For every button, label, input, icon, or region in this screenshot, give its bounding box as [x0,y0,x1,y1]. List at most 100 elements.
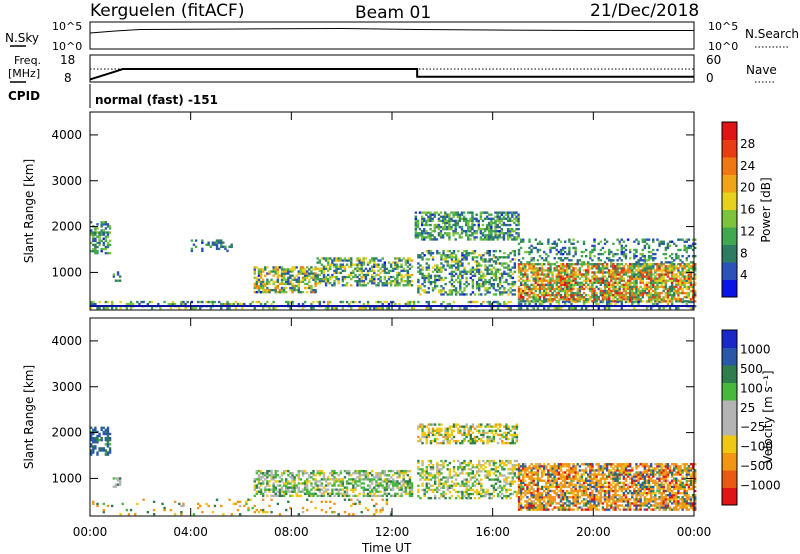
power-colorbar-segment [722,139,737,158]
velocity-cell [469,429,472,432]
velocity-cell [291,490,294,493]
power-cell [649,291,653,295]
velocity-cell [505,482,508,485]
velocity-cell [477,496,481,500]
power-cell [420,234,424,237]
power-cell [647,285,651,289]
power-cell [106,243,110,247]
velocity-cell [446,480,449,483]
power-cell [429,223,432,227]
power-cell [557,277,561,280]
velocity-cell [484,431,487,435]
power-cell [318,277,321,281]
power-cell [412,302,416,306]
power-cell [534,273,538,276]
velocity-cell [318,474,321,477]
power-cell [477,276,481,280]
power-colorbar-segment [722,157,737,175]
velocity-cell [515,463,519,467]
power-cell [358,257,361,260]
power-cell [662,277,665,280]
velocity-cell [496,494,500,498]
power-cell [354,300,357,304]
power-cell [509,274,512,278]
power-cell [673,287,676,291]
velocity-cell [320,482,324,485]
power-cell [442,300,445,304]
power-cell [477,282,481,286]
velocity-cell [477,490,481,494]
power-cell [538,277,542,280]
velocity-cell [517,469,521,472]
velocity-cell [475,425,479,428]
velocity-cell [473,435,477,439]
power-cell [584,275,588,278]
velocity-cell [513,441,517,445]
power-cell [163,300,166,304]
power-cell [320,277,324,281]
velocity-cell [433,480,437,483]
power-cell [345,263,349,266]
power-cell [234,307,238,310]
velocity-cell [394,484,397,487]
velocity-cell [465,488,468,492]
power-cell [350,265,353,268]
power-cell [511,282,514,286]
power-cell [503,287,506,290]
power-cell [668,271,672,274]
power-cell [660,279,663,282]
velocity-cell [389,494,393,498]
power-cell [431,280,435,284]
power-cell [505,256,508,259]
power-cell [454,230,457,233]
power-cell [461,293,464,296]
velocity-cell [444,496,447,500]
power-cell [96,223,99,226]
velocity-cell [431,488,435,492]
power-cell [347,273,351,277]
power-cell [654,300,657,303]
velocity-cell [517,491,521,495]
power-cell [347,265,351,268]
power-cell [658,269,661,272]
power-cell [635,261,638,264]
power-cell [410,300,414,304]
power-cell [603,267,607,270]
power-cell [555,293,558,297]
power-cell [116,271,120,274]
power-cell [664,257,668,260]
power-cell [343,277,347,281]
power-cell [335,271,338,275]
velocity-cell [114,477,118,480]
power-cell [469,268,472,271]
velocity-cell [331,490,334,493]
power-cell [293,276,296,279]
power-cell [425,213,428,216]
power-cell [500,236,504,239]
velocity-cell [465,425,468,428]
power-cell [396,277,399,281]
power-cell [509,236,512,239]
power-cell [333,307,336,310]
power-cell [660,300,663,304]
velocity-cell [450,425,454,428]
velocity-cell [94,445,97,448]
velocity-cell [469,496,472,500]
power-cell [649,281,653,284]
power-cell [626,279,630,282]
velocity-cell [473,439,477,443]
velocity-cell [486,488,489,492]
power-cell [660,265,663,268]
velocity-cell [431,490,435,494]
velocity-cell [118,477,122,480]
power-cell [620,298,623,301]
velocity-cell [496,480,500,483]
power-cell [543,307,546,310]
power-cell [612,293,615,297]
power-cell [471,266,475,269]
power-cell [498,276,502,280]
power-cell [502,234,506,237]
power-cell [261,307,265,310]
velocity-cell [373,476,376,479]
power-cell [138,302,141,306]
